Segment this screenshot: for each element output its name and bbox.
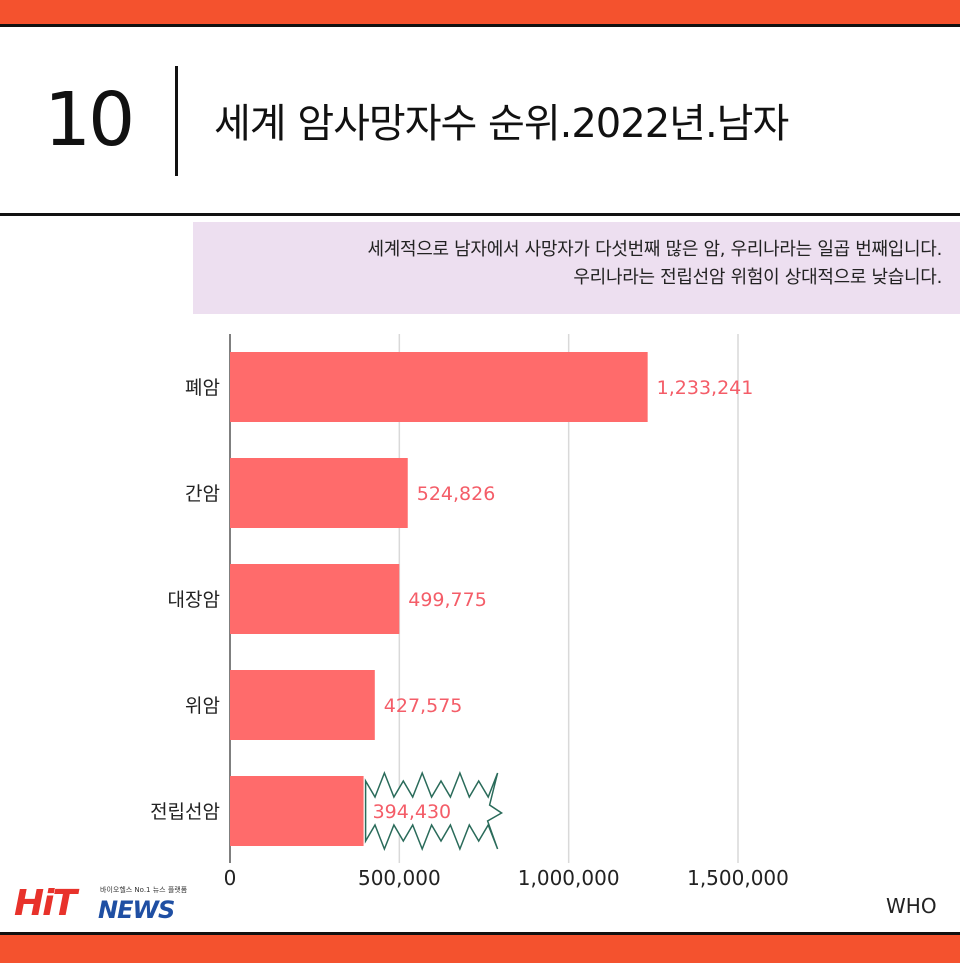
- bar: [230, 458, 408, 528]
- x-tick-label: 1,000,000: [518, 866, 620, 890]
- category-label: 위암: [185, 695, 220, 717]
- value-label: 524,826: [417, 483, 496, 505]
- value-label: 1,233,241: [657, 377, 754, 399]
- value-label: 499,775: [408, 589, 487, 611]
- x-tick-label: 1,500,000: [687, 866, 789, 890]
- value-label: 427,575: [384, 695, 463, 717]
- x-tick-label: 0: [224, 866, 237, 890]
- bar: [230, 564, 400, 634]
- callout-box: 세계적으로 남자에서 사망자가 다섯번째 많은 암, 우리나라는 일곱 번째입니…: [193, 222, 960, 314]
- logo-tagline: 바이오헬스 No.1 뉴스 플랫폼: [100, 886, 188, 894]
- top-accent-band: [0, 0, 960, 27]
- logo-hit-text: HiT: [14, 883, 77, 924]
- bar-chart: 폐암 1,233,241 간암 524,826 대장암 499,775 위암 427,575 전…: [150, 334, 789, 890]
- value-label: 394,430: [373, 801, 452, 823]
- callout-line-2: 우리나라는 전립선암 위험이 상대적으로 낮습니다.: [573, 267, 942, 288]
- bar: [230, 670, 375, 740]
- logo-news-text: NEWS: [98, 896, 175, 924]
- category-label: 전립선암: [150, 801, 220, 823]
- highlight-burst: [364, 770, 504, 852]
- rank-number: 10: [44, 77, 135, 163]
- hitnews-logo: HiT 바이오헬스 No.1 뉴스 플랫폼 NEWS: [14, 883, 214, 925]
- category-label: 대장암: [168, 589, 220, 611]
- bar: [230, 776, 364, 846]
- bottom-accent-band: [0, 932, 960, 963]
- bar: [230, 352, 648, 422]
- category-label: 폐암: [185, 377, 220, 399]
- source-label: WHO: [886, 894, 937, 918]
- category-label: 간암: [185, 483, 220, 505]
- x-tick-label: 500,000: [358, 866, 441, 890]
- page-title: 세계 암사망자수 순위.2022년.남자: [214, 101, 789, 147]
- callout-line-1: 세계적으로 남자에서 사망자가 다섯번째 많은 암, 우리나라는 일곱 번째입니…: [367, 239, 942, 260]
- title-divider: [175, 66, 178, 176]
- header-rule: [0, 213, 960, 216]
